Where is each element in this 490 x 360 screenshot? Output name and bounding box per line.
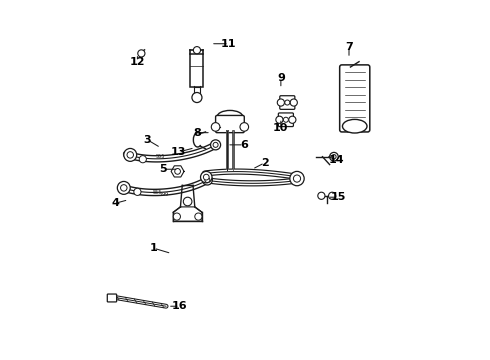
Text: 199: 199 xyxy=(160,192,169,197)
Text: 8: 8 xyxy=(194,128,201,138)
Circle shape xyxy=(195,213,202,220)
Circle shape xyxy=(290,99,297,106)
Text: 10: 10 xyxy=(273,123,289,133)
Circle shape xyxy=(211,140,220,150)
Bar xyxy=(191,54,203,87)
Ellipse shape xyxy=(217,111,243,123)
Circle shape xyxy=(277,99,285,106)
Circle shape xyxy=(289,116,296,123)
Text: 9: 9 xyxy=(277,73,285,83)
Circle shape xyxy=(192,93,202,103)
Circle shape xyxy=(285,100,290,105)
Circle shape xyxy=(127,152,133,158)
Circle shape xyxy=(211,123,220,131)
Circle shape xyxy=(290,171,304,186)
Circle shape xyxy=(117,181,130,194)
Text: 16: 16 xyxy=(172,301,188,311)
Circle shape xyxy=(283,117,289,122)
FancyBboxPatch shape xyxy=(340,65,370,132)
Text: 11: 11 xyxy=(221,39,237,49)
Text: 555: 555 xyxy=(156,154,166,159)
Text: 555: 555 xyxy=(152,190,162,195)
Circle shape xyxy=(203,174,209,180)
Text: 1: 1 xyxy=(149,243,157,253)
Text: 2: 2 xyxy=(261,158,269,168)
FancyBboxPatch shape xyxy=(107,294,117,302)
Circle shape xyxy=(240,123,248,131)
Text: 15: 15 xyxy=(331,192,346,202)
Circle shape xyxy=(124,148,137,161)
Text: 5: 5 xyxy=(159,164,167,174)
Text: 14: 14 xyxy=(329,155,344,165)
Polygon shape xyxy=(171,166,184,177)
Ellipse shape xyxy=(343,120,367,133)
Circle shape xyxy=(183,197,192,206)
Circle shape xyxy=(205,177,210,183)
Circle shape xyxy=(175,168,180,174)
Circle shape xyxy=(200,171,212,183)
Text: 6: 6 xyxy=(240,140,248,150)
Circle shape xyxy=(329,192,336,199)
Text: 13: 13 xyxy=(171,147,186,157)
FancyBboxPatch shape xyxy=(278,113,294,127)
Circle shape xyxy=(134,188,141,195)
Circle shape xyxy=(138,50,145,57)
Polygon shape xyxy=(173,207,202,221)
Text: 4: 4 xyxy=(111,198,119,208)
FancyBboxPatch shape xyxy=(280,96,295,109)
Circle shape xyxy=(121,185,127,191)
Text: 12: 12 xyxy=(130,57,145,67)
Text: 7: 7 xyxy=(345,42,353,52)
Circle shape xyxy=(276,116,283,123)
Circle shape xyxy=(294,175,300,182)
Text: 3: 3 xyxy=(144,135,151,145)
Circle shape xyxy=(318,192,325,199)
Circle shape xyxy=(213,142,218,147)
Circle shape xyxy=(194,46,200,54)
FancyBboxPatch shape xyxy=(216,116,245,133)
Circle shape xyxy=(139,156,147,163)
Circle shape xyxy=(330,152,338,161)
Circle shape xyxy=(202,175,212,185)
Circle shape xyxy=(173,213,180,220)
Circle shape xyxy=(332,154,336,159)
